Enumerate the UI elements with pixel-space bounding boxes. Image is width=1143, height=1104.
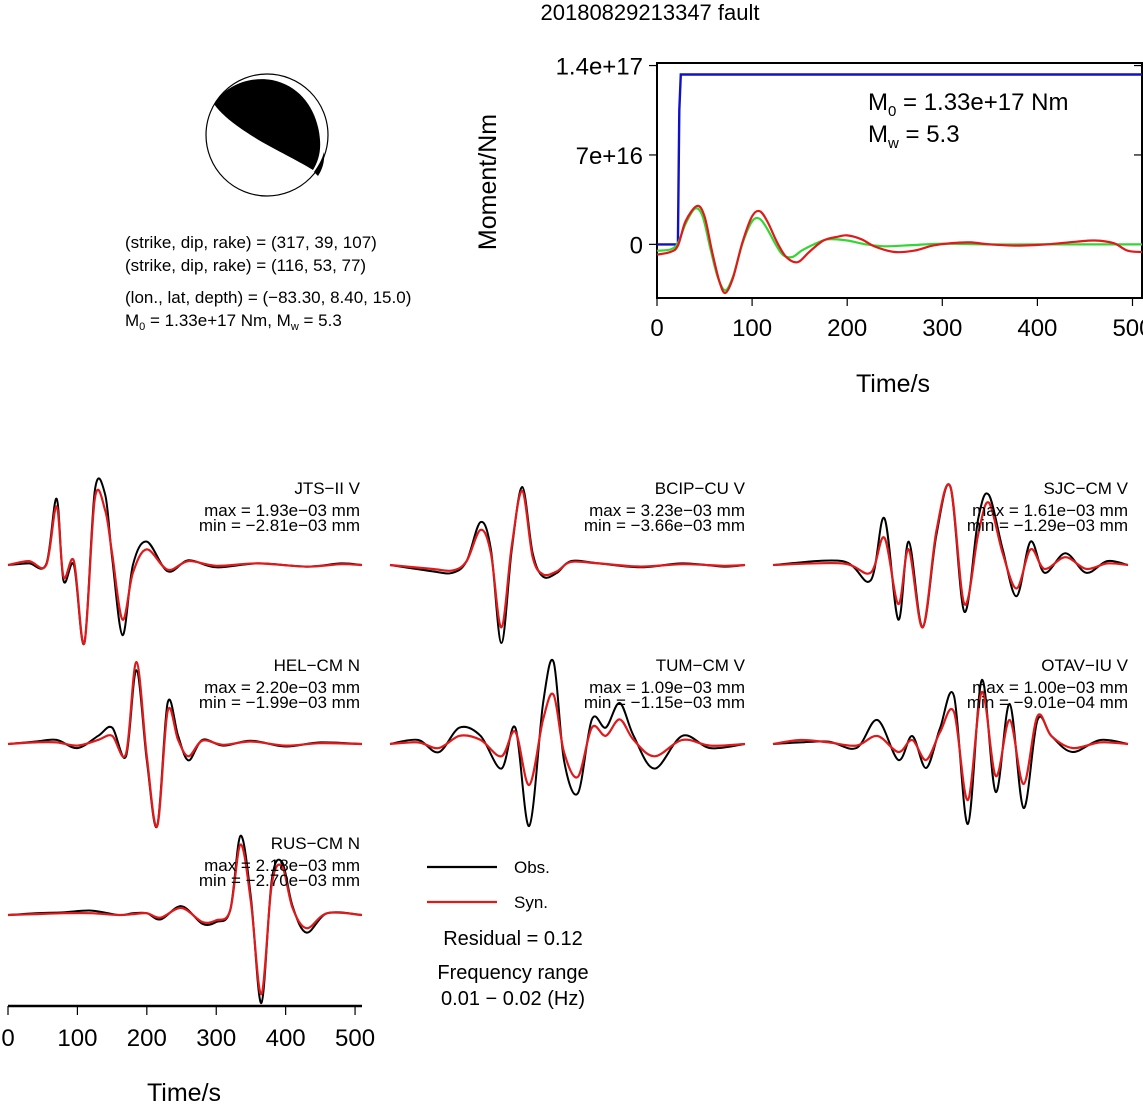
moment-xtick-label: 300 (922, 315, 962, 342)
waveform-xtick-label: 400 (266, 1025, 306, 1052)
moment-series-syn (656, 204, 1143, 295)
moment-xtick-label: 100 (732, 315, 772, 342)
station-min: min = −2.81e−03 mm (199, 516, 360, 535)
moment-plot-series (656, 73, 1143, 295)
station-min: min = −1.15e−03 mm (584, 693, 745, 712)
station-min: min = −3.66e−03 mm (584, 516, 745, 535)
moment-series-moment (657, 73, 1142, 246)
waveform-syn (389, 692, 746, 787)
info-line-3: (lon., lat, depth) = (−83.30, 8.40, 15.0… (125, 288, 411, 307)
station-name: BCIP−CU V (655, 479, 746, 498)
station-name: SJC−CM V (1043, 479, 1128, 498)
moment-plot-axes: 0 100 200 300 400 500 0 7e+16 1.4e+17 (556, 54, 1143, 342)
station-name: HEL−CM N (274, 656, 360, 675)
station-name: RUS−CM N (271, 834, 360, 853)
moment-ytick-label: 7e+16 (576, 143, 643, 170)
waveform-xtick-label: 500 (335, 1025, 375, 1052)
station-name: JTS−II V (294, 479, 360, 498)
moment-annot-mw: Mw = 5.3 (868, 121, 960, 152)
station-min: min = −1.29e−03 mm (967, 516, 1128, 535)
station-max: max = 3.23e−03 mm (589, 501, 745, 520)
moment-annot-m0: M0 = 1.33e+17 Nm (868, 89, 1068, 120)
legend: Obs. Syn. (427, 858, 550, 912)
moment-rate-plot: 0 100 200 300 400 500 0 7e+16 1.4e+17 M0 = 1.33e… (474, 54, 1143, 398)
waveform-xtick-label: 0 (1, 1025, 14, 1052)
residual-label: Residual = 0.12 (443, 928, 583, 950)
moment-xlabel: Time/s (856, 370, 930, 398)
moment-xtick-label: 500 (1112, 315, 1143, 342)
legend-obs-label: Obs. (514, 858, 550, 877)
waveform-xlabel: Time/s (147, 1079, 221, 1104)
figure-title: 20180829213347 fault (541, 0, 760, 25)
waveform-syn (772, 690, 1129, 802)
beachball-compressional-quadrant (214, 79, 321, 170)
station-max: max = 1.61e−03 mm (972, 501, 1128, 520)
station-name: TUM−CM V (656, 656, 746, 675)
station-max: max = 1.09e−03 mm (589, 678, 745, 697)
station-min: min = −9.01e−04 mm (967, 693, 1128, 712)
info-line-2: (strike, dip, rake) = (116, 53, 77) (125, 256, 366, 275)
info-moment-line: M0 = 1.33e+17 Nm, Mw = 5.3 (125, 311, 342, 333)
moment-xtick-label: 0 (650, 315, 663, 342)
moment-ytick-label: 1.4e+17 (556, 54, 643, 81)
info-line-1: (strike, dip, rake) = (317, 39, 107) (125, 233, 377, 252)
station-max: max = 2.20e−03 mm (204, 678, 360, 697)
waveform-time-axis: 0 100 200 300 400 500 (1, 1004, 375, 1052)
station-min: min = −1.99e−03 mm (199, 693, 360, 712)
beachball-compressional-sliver (314, 152, 325, 176)
waveform-xtick-label: 300 (196, 1025, 236, 1052)
waveform-syn (389, 489, 746, 629)
station-min: min = −2.70e−03 mm (199, 871, 360, 890)
station-max: max = 1.93e−03 mm (204, 501, 360, 520)
legend-syn-label: Syn. (514, 893, 548, 912)
waveform-obs (389, 658, 746, 828)
waveform-xtick-label: 200 (127, 1025, 167, 1052)
station-name: OTAV−IU V (1041, 656, 1128, 675)
moment-ylabel: Moment/Nm (474, 114, 502, 250)
waveform-syn (7, 488, 363, 645)
frequency-range-value: 0.01 − 0.02 (Hz) (441, 988, 585, 1010)
station-max: max = 1.00e−03 mm (972, 678, 1128, 697)
waveform-syn (7, 660, 363, 828)
waveform-xtick-label: 100 (57, 1025, 97, 1052)
moment-xtick-label: 400 (1017, 315, 1057, 342)
frequency-range-title: Frequency range (437, 962, 588, 984)
beachball-focal-mechanism (205, 73, 329, 197)
moment-xtick-label: 200 (827, 315, 867, 342)
waveform-syn (772, 483, 1129, 629)
moment-ytick-label: 0 (630, 232, 643, 259)
waveform-syn (7, 843, 363, 996)
moment-series-green (656, 207, 1142, 292)
station-max: max = 2.18e−03 mm (204, 856, 360, 875)
moment-plot-frame (656, 62, 1143, 299)
